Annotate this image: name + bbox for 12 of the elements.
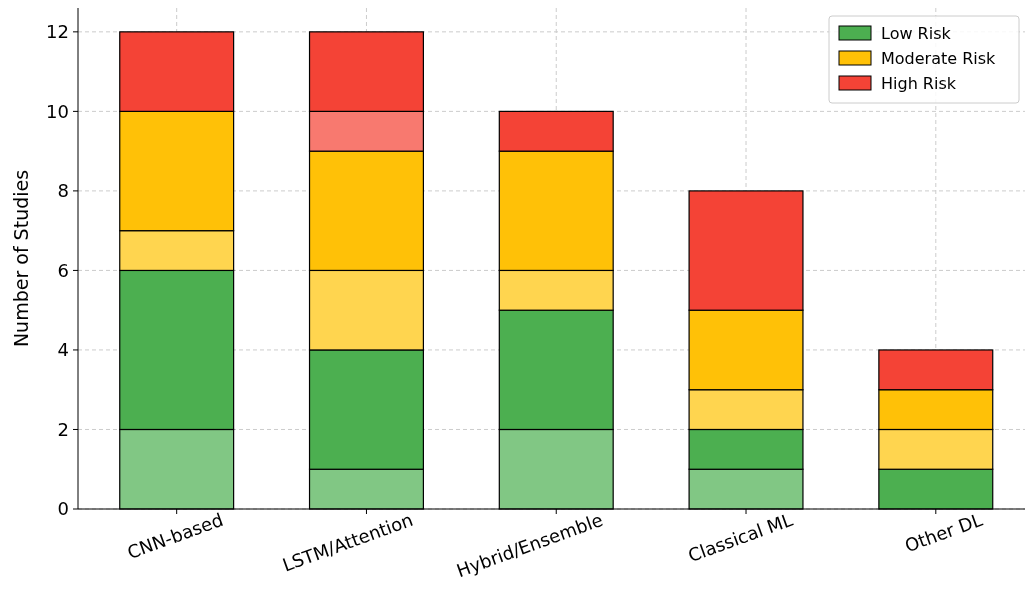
y-tick-label: 6 xyxy=(57,259,69,281)
y-tick-label: 10 xyxy=(46,100,69,122)
y-tick-label: 2 xyxy=(57,418,69,440)
y-axis-title: Number of Studies xyxy=(10,169,32,348)
y-tick-label: 12 xyxy=(46,21,69,43)
y-tick-label: 0 xyxy=(57,498,69,520)
legend-label: Moderate Risk xyxy=(881,48,997,68)
y-tick-label: 4 xyxy=(57,339,69,361)
legend-label: High Risk xyxy=(881,73,957,93)
x-tick-label: Other DL xyxy=(901,508,985,557)
legend-label: Low Risk xyxy=(881,23,952,43)
y-tick-label: 8 xyxy=(57,180,69,202)
